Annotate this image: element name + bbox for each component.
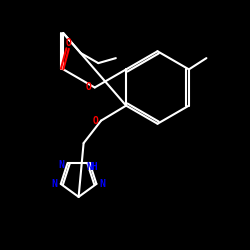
- Text: O: O: [86, 82, 91, 92]
- Text: N: N: [58, 160, 64, 170]
- Text: N: N: [52, 179, 58, 189]
- Text: NH: NH: [87, 162, 99, 172]
- Text: O: O: [93, 116, 98, 126]
- Text: O: O: [66, 38, 72, 48]
- Text: N: N: [100, 179, 106, 189]
